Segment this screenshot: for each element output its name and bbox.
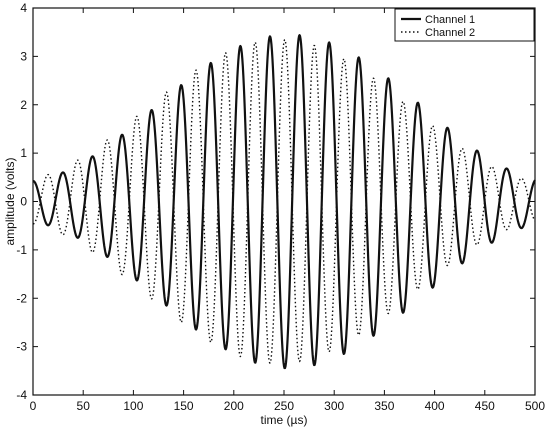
legend-label-channel-1: Channel 1 (425, 14, 475, 26)
legend-box (394, 8, 535, 42)
x-tick-label: 200 (224, 399, 244, 413)
y-tick-label: 0 (20, 195, 27, 209)
series-line-channel-1 (32, 34, 536, 370)
y-axis-label: amplitude (volts) (3, 157, 17, 245)
x-tick-label: 250 (274, 399, 294, 413)
x-tick-label: 50 (77, 399, 91, 413)
x-tick-label: 350 (374, 399, 394, 413)
y-tick-label: 3 (20, 49, 27, 63)
y-tick-label: -1 (16, 243, 27, 257)
y-tick-label: 2 (20, 98, 27, 112)
x-tick-label: 300 (324, 399, 344, 413)
y-tick-label: 4 (20, 1, 27, 15)
x-tick-label: 100 (123, 399, 143, 413)
x-tick-label: 400 (425, 399, 445, 413)
x-axis-label: time (µs) (261, 413, 308, 427)
y-tick-label: 1 (20, 146, 27, 160)
plot-lines (32, 34, 536, 370)
plot-frame (32, 7, 536, 396)
x-tick-label: 150 (174, 399, 194, 413)
series-line-channel-2 (32, 39, 536, 364)
y-tick-label: -3 (16, 340, 27, 354)
y-tick-label: -4 (16, 388, 27, 402)
ticks (32, 7, 536, 396)
x-tick-label: 500 (525, 399, 545, 413)
tick-labels: 0 50 100 150 200 250 300 350 400 450 500 -4 -3 -2 -1 0 1… (16, 1, 545, 413)
legend: Channel 1 Channel 2 (394, 8, 535, 42)
x-tick-label: 0 (30, 399, 37, 413)
legend-label-channel-2: Channel 2 (425, 27, 475, 39)
x-tick-label: 450 (475, 399, 495, 413)
y-tick-label: -2 (16, 291, 27, 305)
